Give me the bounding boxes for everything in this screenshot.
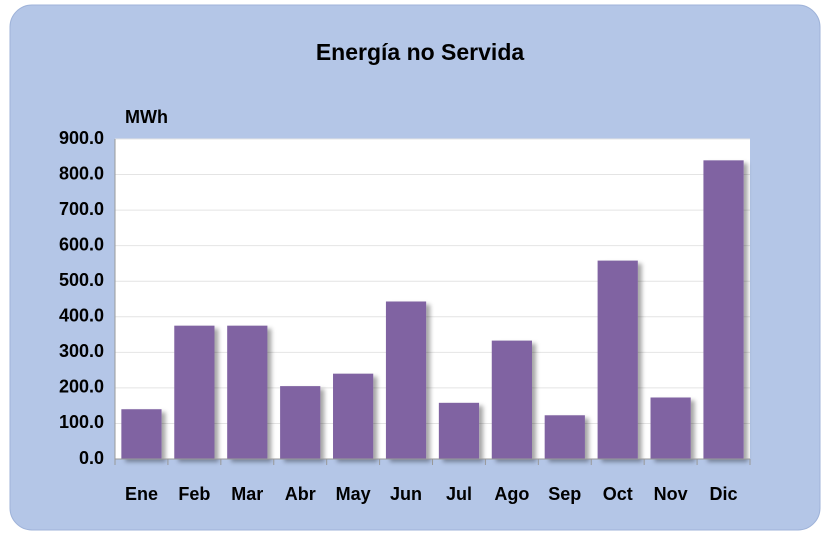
bar <box>544 415 585 459</box>
x-tick-label: Oct <box>603 484 633 504</box>
bar <box>280 386 321 459</box>
x-tick-label: Jul <box>446 484 472 504</box>
bar <box>121 409 162 459</box>
bar <box>333 373 374 459</box>
y-tick-label: 0.0 <box>79 448 104 468</box>
x-tick-label: Sep <box>548 484 581 504</box>
y-tick-label: 100.0 <box>59 412 104 432</box>
y-tick-label: 900.0 <box>59 128 104 148</box>
x-tick-label: Abr <box>285 484 316 504</box>
chart-title: Energía no Servida <box>316 39 525 65</box>
bar <box>174 325 215 459</box>
bar <box>597 260 638 459</box>
bar <box>650 397 691 459</box>
y-axis-label: MWh <box>125 107 168 127</box>
y-tick-label: 800.0 <box>59 163 104 183</box>
y-tick-label: 200.0 <box>59 377 104 397</box>
x-tick-label: May <box>336 484 371 504</box>
y-tick-label: 600.0 <box>59 234 104 254</box>
plot-area <box>115 139 750 459</box>
y-tick-label: 300.0 <box>59 341 104 361</box>
bar <box>438 402 480 459</box>
bar <box>227 325 268 459</box>
bar <box>703 160 744 460</box>
x-tick-label: Ago <box>494 484 529 504</box>
x-tick-label: Nov <box>654 484 688 504</box>
bar <box>491 340 532 459</box>
y-tick-label: 700.0 <box>59 199 104 219</box>
x-tick-label: Feb <box>178 484 210 504</box>
x-tick-label: Ene <box>125 484 158 504</box>
bar <box>385 301 427 459</box>
y-tick-label: 400.0 <box>59 306 104 326</box>
x-tick-label: Jun <box>390 484 422 504</box>
y-tick-label: 500.0 <box>59 270 104 290</box>
x-tick-label: Dic <box>710 484 738 504</box>
x-tick-label: Mar <box>231 484 263 504</box>
